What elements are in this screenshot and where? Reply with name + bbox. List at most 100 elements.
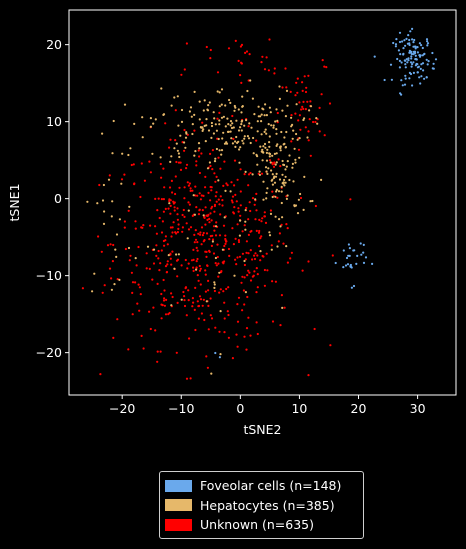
point-foveolar xyxy=(404,77,407,80)
point-hepatocytes xyxy=(265,151,268,154)
point-hepatocytes xyxy=(268,234,272,237)
legend: Foveolar cells (n=148) Hepatocytes (n=38… xyxy=(159,471,364,539)
point-foveolar xyxy=(406,61,409,64)
point-foveolar xyxy=(427,60,430,63)
point-unknown xyxy=(210,317,214,320)
point-unknown xyxy=(165,270,169,274)
point-unknown xyxy=(203,318,206,322)
point-hepatocytes xyxy=(268,145,271,148)
point-unknown xyxy=(176,218,179,221)
point-foveolar xyxy=(353,249,356,252)
point-hepatocytes xyxy=(272,124,275,127)
point-unknown xyxy=(249,334,252,337)
point-unknown xyxy=(223,301,226,304)
point-unknown xyxy=(219,271,223,274)
point-hepatocytes xyxy=(237,129,241,132)
point-unknown xyxy=(129,254,132,257)
point-unknown xyxy=(163,297,166,300)
point-hepatocytes xyxy=(192,194,195,197)
point-foveolar xyxy=(398,66,401,69)
point-unknown xyxy=(155,232,158,235)
point-unknown xyxy=(98,183,101,187)
point-hepatocytes xyxy=(264,166,268,169)
point-unknown xyxy=(120,178,124,181)
point-foveolar xyxy=(360,253,363,256)
point-unknown xyxy=(196,194,199,197)
point-unknown xyxy=(232,211,235,214)
point-unknown xyxy=(290,114,293,117)
point-foveolar xyxy=(412,53,415,56)
point-unknown xyxy=(163,186,166,189)
point-unknown xyxy=(209,199,212,202)
point-unknown xyxy=(251,258,254,261)
point-unknown xyxy=(187,289,190,292)
point-unknown xyxy=(194,286,197,289)
point-unknown xyxy=(186,181,189,184)
point-hepatocytes xyxy=(253,113,256,116)
x-axis-label: tSNE2 xyxy=(243,422,281,437)
point-hepatocytes xyxy=(86,200,89,203)
point-unknown xyxy=(179,168,183,171)
point-foveolar xyxy=(425,58,428,61)
point-hepatocytes xyxy=(221,137,224,140)
point-unknown xyxy=(247,184,250,187)
point-unknown xyxy=(201,234,204,237)
point-unknown xyxy=(243,303,246,306)
point-unknown xyxy=(164,313,168,316)
point-unknown xyxy=(202,298,205,301)
point-hepatocytes xyxy=(203,99,206,102)
point-unknown xyxy=(313,327,316,331)
point-unknown xyxy=(218,330,221,333)
point-unknown xyxy=(176,301,179,304)
point-foveolar xyxy=(347,243,350,246)
point-unknown xyxy=(297,148,301,151)
point-hepatocytes xyxy=(193,213,196,216)
point-unknown xyxy=(232,243,235,246)
point-hepatocytes xyxy=(309,200,312,203)
point-hepatocytes xyxy=(291,162,294,165)
point-foveolar xyxy=(414,58,417,61)
point-unknown xyxy=(253,257,257,261)
point-unknown xyxy=(296,91,299,94)
point-hepatocytes xyxy=(279,225,282,228)
point-hepatocytes xyxy=(241,95,244,98)
x-tick-label: 30 xyxy=(410,401,426,416)
point-hepatocytes xyxy=(127,246,131,250)
point-unknown xyxy=(231,114,234,118)
point-foveolar xyxy=(344,264,348,267)
point-unknown xyxy=(307,139,310,142)
point-foveolar xyxy=(420,75,423,78)
point-unknown xyxy=(164,265,168,268)
point-hepatocytes xyxy=(220,103,223,106)
point-unknown xyxy=(156,209,159,212)
point-unknown xyxy=(148,310,151,313)
point-hepatocytes xyxy=(285,245,288,248)
point-unknown xyxy=(214,234,218,237)
point-hepatocytes xyxy=(228,98,231,102)
point-unknown xyxy=(164,235,167,238)
point-unknown xyxy=(160,231,164,234)
point-foveolar xyxy=(214,351,217,355)
point-hepatocytes xyxy=(115,233,119,236)
point-hepatocytes xyxy=(101,132,104,135)
point-hepatocytes xyxy=(263,142,267,146)
point-hepatocytes xyxy=(284,146,287,149)
point-hepatocytes xyxy=(96,202,99,205)
point-foveolar xyxy=(411,38,414,41)
point-hepatocytes xyxy=(268,135,271,138)
point-foveolar xyxy=(398,59,401,63)
point-unknown xyxy=(204,206,207,209)
point-unknown xyxy=(189,189,192,192)
point-foveolar xyxy=(410,50,413,54)
point-unknown xyxy=(169,204,172,207)
point-hepatocytes xyxy=(235,119,238,122)
point-unknown xyxy=(166,243,169,246)
point-unknown xyxy=(282,242,285,245)
point-unknown xyxy=(241,230,244,233)
point-unknown xyxy=(294,94,297,97)
point-hepatocytes xyxy=(113,283,116,286)
point-unknown xyxy=(189,377,192,380)
point-hepatocytes xyxy=(185,132,188,135)
point-foveolar xyxy=(405,37,408,41)
point-hepatocytes xyxy=(293,204,296,207)
